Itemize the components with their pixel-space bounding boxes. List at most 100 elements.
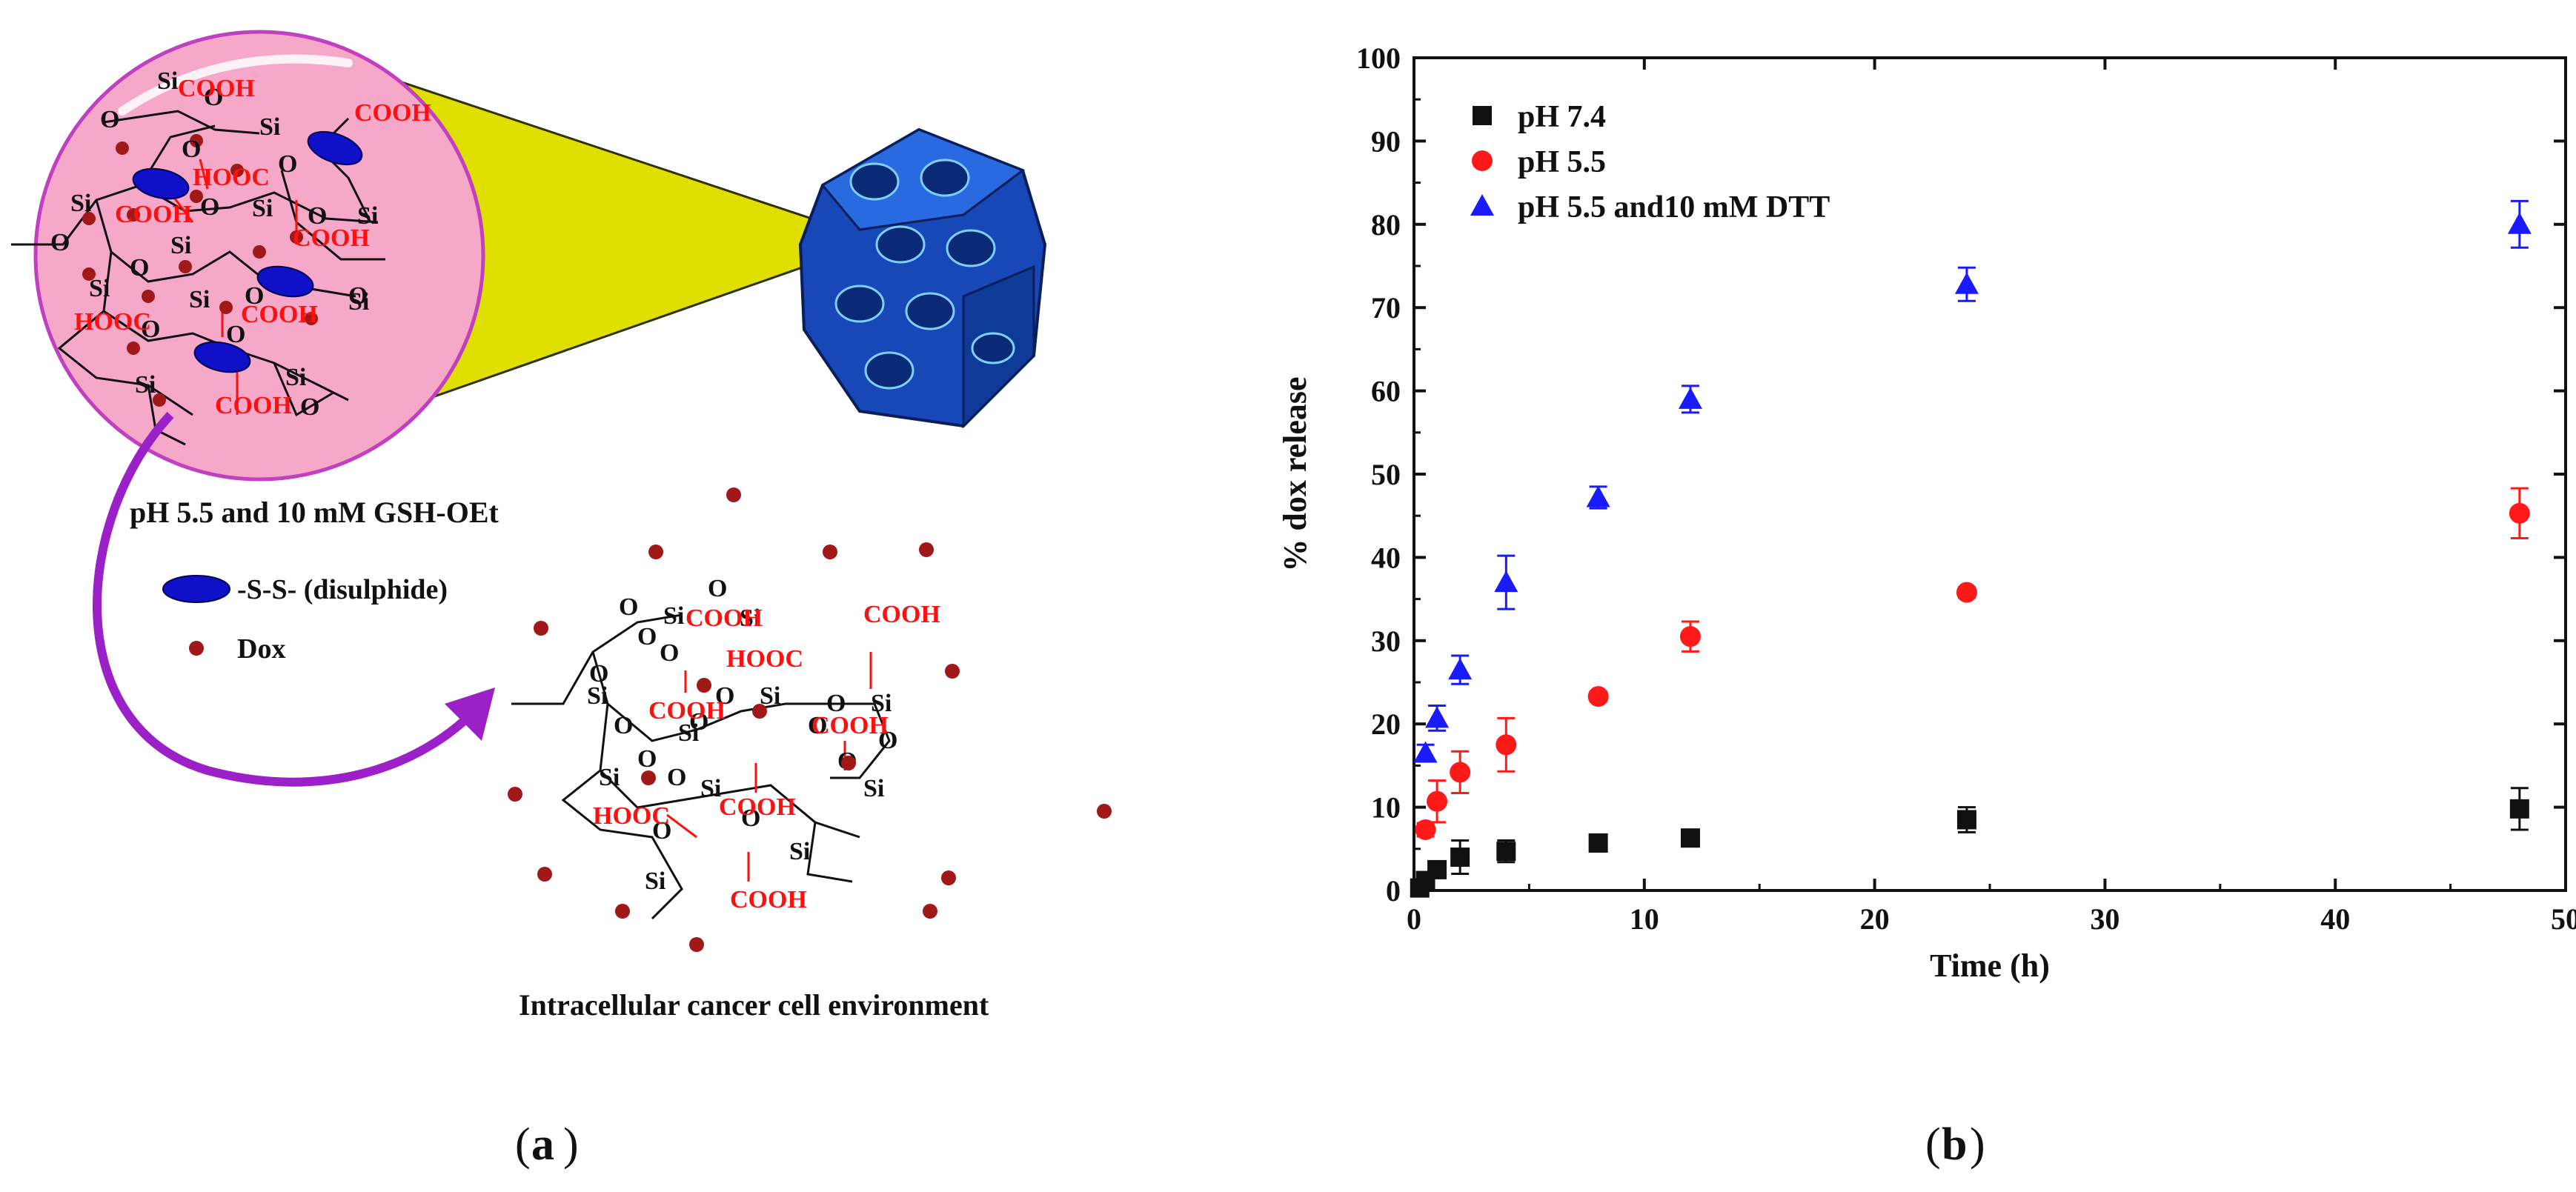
- cooh-label: COOH: [719, 793, 796, 821]
- si-label: Si: [170, 232, 191, 259]
- legend-label: pH 7.4: [1518, 100, 1606, 134]
- cooh-label: COOH: [354, 99, 431, 127]
- disulphide-icon: [132, 167, 190, 200]
- data-series: [1410, 199, 2532, 898]
- si-label: Si: [678, 719, 699, 747]
- o-label: O: [50, 229, 70, 256]
- si-label: Si: [663, 602, 684, 630]
- svg-text:(: (: [1925, 1119, 1941, 1170]
- cooh-label: COOH: [178, 75, 255, 102]
- data-point: [2507, 212, 2532, 234]
- hooc-label: HOOC: [593, 802, 670, 830]
- o-label: O: [200, 193, 219, 221]
- hooc-label: HOOC: [193, 164, 270, 191]
- cooh-label: COOH: [115, 201, 192, 228]
- series-circle: [1415, 487, 2530, 840]
- legend-marker: [1473, 106, 1492, 125]
- o-label: O: [589, 660, 608, 687]
- cooh-label: COOH: [215, 392, 292, 419]
- o-label: O: [660, 639, 679, 667]
- panel-b-chart: 0 10 20 30 40 50 60 70 80 90 100 0 10 20 30 40 50 pH 7.4…: [1277, 41, 2576, 984]
- disulphide-icon: [307, 130, 363, 166]
- o-label: O: [708, 575, 727, 602]
- panel-a-letter: a: [531, 1119, 554, 1170]
- si-label: Si: [252, 195, 273, 222]
- cooh-label: COOH: [811, 712, 889, 739]
- o-label: O: [614, 712, 633, 739]
- series-square: [1410, 787, 2529, 898]
- data-point: [1496, 734, 1517, 756]
- o-label: O: [278, 150, 297, 178]
- released-atom-labels: O Si O O Si O O Si O O Si O Si O Si O O …: [587, 575, 940, 913]
- si-label: Si: [789, 838, 810, 865]
- panel-b-label: ( b ): [1925, 1119, 1985, 1170]
- bubble-highlight: [118, 54, 353, 116]
- o-label: O: [808, 712, 827, 739]
- o-label: O: [141, 316, 160, 343]
- cooh-label: COOH: [730, 886, 807, 913]
- mesoporous-particle: [798, 127, 1047, 429]
- disulphide-icon: [193, 341, 251, 373]
- o-label: O: [741, 805, 760, 832]
- o-label: O: [300, 393, 319, 421]
- disulphide-groups: [132, 130, 363, 373]
- panel-a: Si O O Si O O Si O Si O Si O Si O Si Si …: [11, 30, 1112, 1170]
- y-tick-label: 40: [1371, 541, 1401, 574]
- arrowhead-icon: [445, 687, 495, 741]
- o-label: O: [878, 727, 897, 754]
- data-point: [1450, 848, 1470, 868]
- o-label: O: [245, 282, 264, 310]
- legend-marker: [1472, 150, 1493, 171]
- o-label: O: [637, 623, 657, 650]
- hooc-label: HOOC: [726, 645, 803, 673]
- data-point: [1586, 485, 1610, 507]
- legend-marker: [1470, 194, 1494, 216]
- data-point: [1954, 272, 1979, 294]
- panel-a-label: ( a ): [515, 1119, 579, 1170]
- y-tick-label: 80: [1371, 208, 1401, 242]
- axis-ticks: 0 10 20 30 40 50 60 70 80 90 100 0 10 20 30 40 50: [1356, 41, 2576, 936]
- o-label: O: [226, 321, 245, 348]
- o-label: O: [308, 202, 327, 230]
- x-tick-label: 40: [2320, 902, 2350, 936]
- o-label: O: [715, 682, 734, 710]
- si-label: Si: [740, 605, 760, 632]
- x-tick-label: 10: [1630, 902, 1659, 936]
- si-label: Si: [285, 364, 306, 391]
- x-axis-label: Time (h): [1930, 948, 2050, 984]
- cooh-label: COOH: [241, 301, 318, 328]
- y-tick-label: 90: [1371, 124, 1401, 158]
- hooc-label: HOOC: [74, 308, 151, 336]
- environment-caption: Intracellular cancer cell environment: [519, 988, 989, 1022]
- dox-dots-bubble: [82, 134, 318, 407]
- x-tick-label: 0: [1407, 902, 1421, 936]
- y-axis-label: % dox release: [1277, 376, 1313, 571]
- y-tick-label: 70: [1371, 291, 1401, 324]
- si-label: Si: [863, 775, 884, 802]
- data-point: [1425, 706, 1450, 728]
- data-point: [2509, 799, 2529, 819]
- si-label: Si: [189, 286, 210, 313]
- o-label: O: [826, 690, 846, 717]
- y-tick-label: 60: [1371, 375, 1401, 408]
- dox-dot-icon: [189, 641, 204, 656]
- o-label: O: [130, 254, 149, 282]
- o-label: O: [637, 745, 657, 773]
- si-label: Si: [348, 288, 369, 316]
- legend-dox-label: Dox: [237, 633, 285, 665]
- acid-bonds-released: [666, 652, 872, 882]
- o-label: O: [182, 136, 201, 163]
- svg-text:): ): [563, 1119, 579, 1170]
- x-tick-label: 50: [2551, 902, 2576, 936]
- data-point: [1956, 582, 1977, 603]
- cooh-label: COOH: [863, 601, 940, 628]
- data-point: [1956, 810, 1976, 830]
- chart-legend: pH 7.4 pH 5.5 pH 5.5 and10 mM DTT: [1470, 100, 1830, 224]
- data-point: [1496, 842, 1516, 862]
- cooh-label: COOH: [648, 697, 726, 725]
- disulphide-icon: [162, 575, 230, 603]
- silica-framework-released: [511, 613, 891, 920]
- disulphide-icon: [256, 265, 314, 298]
- y-tick-label: 10: [1371, 791, 1401, 825]
